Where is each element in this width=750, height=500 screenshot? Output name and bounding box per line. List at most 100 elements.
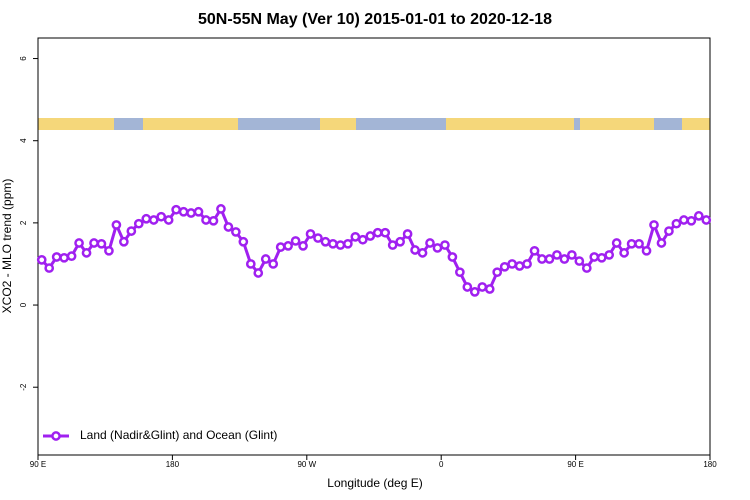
data-point [290,236,301,246]
data-point [469,287,480,297]
data-point [193,206,204,217]
data-point [81,248,92,258]
data-point [462,282,473,292]
data-point [156,211,167,222]
data-point [74,238,84,248]
data-point [343,238,353,249]
data-point [313,233,323,243]
data-point [477,282,488,292]
data-point [260,254,271,264]
land-strip [143,118,238,130]
x-tick-label: 90 E [30,460,46,469]
data-point [552,250,562,260]
data-point [611,238,622,248]
data-point [253,268,264,278]
data-point [544,254,555,264]
x-axis-label: Longitude (deg E) [327,476,422,490]
y-tick-label: 0 [19,302,28,307]
data-point [320,236,331,247]
data-point [51,252,62,262]
data-point [96,238,107,249]
chart-title: 50N-55N May (Ver 10) 2015-01-01 to 2020-… [198,11,552,28]
data-point [298,241,308,251]
y-tick-label: 2 [19,220,28,225]
data-point [36,255,47,265]
data-point [492,267,503,278]
data-point [425,238,435,248]
y-axis-label: XCO2 - MLO trend (ppm) [0,179,14,314]
data-point [664,226,674,236]
data-point [350,231,361,242]
x-tick-label: 0 [439,460,444,469]
data-point [455,267,465,278]
data-point [89,238,99,248]
data-point [440,240,450,250]
data-point [649,220,659,230]
y-tick-label: 6 [19,56,28,61]
land-strip [682,118,710,130]
data-point [701,215,712,225]
data-point [686,215,697,226]
data-point [522,259,532,269]
data-point [589,252,600,262]
data-point [679,215,689,225]
data-point [641,245,652,256]
data-point [305,229,316,239]
data-point [335,240,346,250]
y-tick-label: 4 [19,138,28,143]
land-ocean-strip [38,118,710,130]
data-point [111,220,122,230]
data-point [104,245,114,256]
x-tick-label: 90 E [567,460,583,469]
data-point [275,242,286,252]
data-point [365,231,376,241]
data-point [44,263,55,273]
land-strip [580,118,654,130]
data-point [216,204,226,214]
data-point [402,229,413,239]
data-point [619,248,629,258]
land-strip [38,118,114,130]
x-tick-label: 90 W [297,460,316,469]
data-point [171,204,181,215]
data-point [119,236,129,247]
land-strip [446,118,574,130]
data-point [328,238,338,249]
data-point [245,259,256,269]
data-point [574,256,585,266]
data-point [432,243,443,253]
data-point [268,259,279,269]
data-point [410,245,420,255]
data-point [581,263,592,273]
data-point [372,227,383,238]
data-point [693,211,704,221]
data-point [201,215,211,225]
x-tick-label: 180 [166,460,180,469]
data-point [178,206,189,217]
data-point [567,250,577,260]
data-point [208,215,219,226]
legend-marker [51,431,61,441]
data-point [283,241,293,251]
data-point [380,227,391,238]
data-point [604,250,615,260]
y-tick-label: -2 [19,383,28,391]
data-point [537,254,547,264]
data-point [507,259,517,269]
data-point [626,238,637,249]
data-point [387,240,398,250]
data-point [186,208,196,218]
data-point [447,252,458,262]
data-point [634,238,644,249]
data-point [484,284,495,294]
data-point [133,218,144,229]
land-strip [320,118,356,130]
data-point [163,215,174,225]
data-point [141,213,152,224]
data-point [357,234,368,245]
data-point [656,238,667,248]
data-point [499,261,510,272]
legend-label: Land (Nadir&Glint) and Ocean (Glint) [80,428,277,442]
